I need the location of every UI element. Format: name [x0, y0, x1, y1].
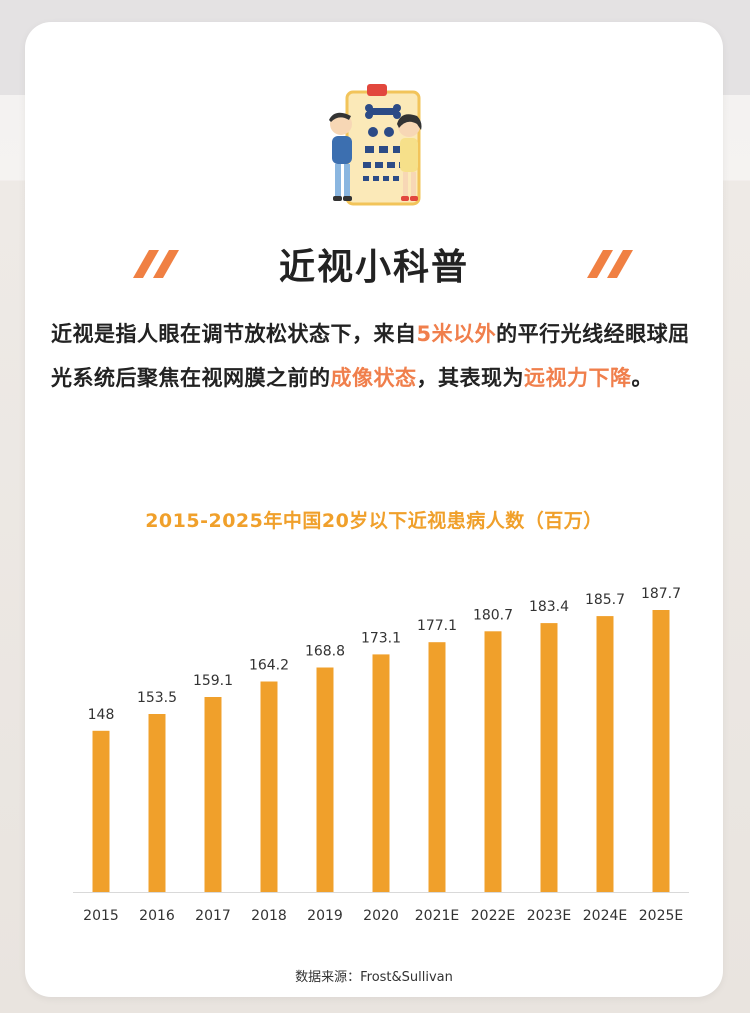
bar-2019: [316, 667, 334, 892]
data-source-value: Frost&Sullivan: [360, 970, 453, 985]
data-label-2024E: 185.7: [585, 592, 625, 608]
data-source: 数据来源：Frost&Sullivan: [25, 966, 723, 985]
chart-title: 2015-2025年中国20岁以下近视患病人数（百万）: [145, 510, 603, 532]
x-tick-label-2022E: 2022E: [471, 908, 515, 924]
data-label-2025E: 187.7: [641, 586, 681, 602]
bar-2020: [372, 654, 390, 892]
x-tick-label-2021E: 2021E: [415, 908, 459, 924]
data-label-2015: 148: [88, 707, 115, 723]
bar-2016: [148, 714, 166, 892]
intro-text-3: ，其表现为: [416, 366, 524, 390]
bar-2024E: [596, 616, 614, 892]
intro-text-4: 。: [631, 366, 653, 390]
eye-chart-illustration: [329, 84, 422, 206]
intro-highlight-distance: 5米以外: [416, 322, 497, 346]
data-source-label: 数据来源：: [295, 970, 361, 985]
x-tick-label-2018: 2018: [251, 908, 287, 924]
intro-highlight-vision: 远视力下降: [524, 366, 632, 390]
data-label-2017: 159.1: [193, 673, 233, 689]
x-tick-label-2025E: 2025E: [639, 908, 683, 924]
data-label-2021E: 177.1: [417, 618, 457, 634]
bar-chart: 148 2015 153.5 2016 159.1 2017 164.2 2018 168.8 2…: [73, 586, 689, 924]
x-tick-label-2019: 2019: [307, 908, 343, 924]
bar-2022E: [484, 631, 502, 892]
bar-2015: [92, 730, 110, 892]
bar-2025E: [652, 610, 670, 892]
data-label-2016: 153.5: [137, 690, 177, 706]
x-tick-label-2015: 2015: [83, 908, 119, 924]
intro-text-1: 近视是指人眼在调节放松状态下，来自: [51, 322, 417, 346]
title-row: 近视小科普: [25, 234, 723, 290]
data-label-2020: 173.1: [361, 630, 401, 646]
intro-highlight-imaging: 成像状态: [330, 366, 417, 390]
x-tick-label-2020: 2020: [363, 908, 399, 924]
data-label-2022E: 180.7: [473, 607, 513, 623]
data-label-2018: 164.2: [249, 658, 289, 674]
page-title: 近视小科普: [278, 247, 469, 288]
x-tick-label-2023E: 2023E: [527, 908, 571, 924]
intro-text-2: 的平行光线经眼球屈光系统后聚焦在视网膜之前的: [51, 322, 690, 390]
bar-2021E: [428, 642, 446, 892]
data-label-2023E: 183.4: [529, 599, 569, 615]
data-label-2019: 168.8: [305, 644, 345, 660]
intro-paragraph: 近视是指人眼在调节放松状态下，来自5米以外的平行光线经眼球屈光系统后聚焦在视网膜…: [51, 312, 701, 400]
x-tick-label-2024E: 2024E: [583, 908, 627, 924]
double-slash-decoration-left-icon: [133, 250, 179, 278]
x-tick-label-2017: 2017: [195, 908, 231, 924]
info-card: 近视小科普 近视是指人眼在调节放松状态下，来自5米以外的平行光线经眼球屈光系统后…: [25, 22, 723, 997]
bar-2023E: [540, 623, 558, 892]
x-tick-label-2016: 2016: [139, 908, 175, 924]
bar-2017: [204, 697, 222, 892]
double-slash-decoration-right-icon: [587, 250, 633, 278]
bar-2018: [260, 681, 278, 892]
